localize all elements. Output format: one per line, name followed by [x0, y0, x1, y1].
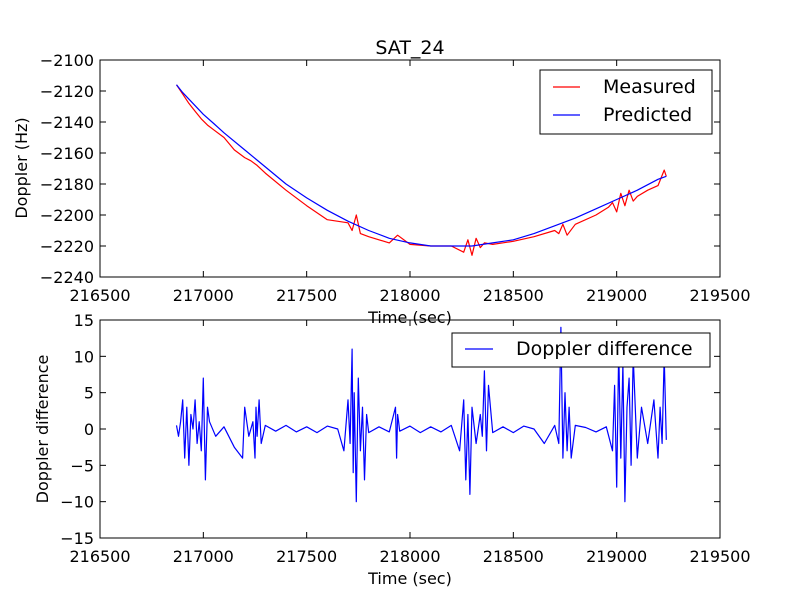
bottom-y-tick-label: 10 — [74, 347, 94, 366]
top-series-line-predicted — [176, 84, 667, 247]
top-y-tick-label: −2120 — [40, 82, 94, 101]
bottom-x-tick-label: 219500 — [689, 547, 750, 566]
top-y-tick-label: −2100 — [40, 51, 94, 70]
bottom-x-tick-label: 217500 — [276, 547, 337, 566]
doppler-difference-plot: 216500 217000 217500 218000 218500 219000 2195… — [33, 311, 751, 588]
bottom-y-tick-label: −10 — [60, 493, 94, 512]
top-y-tick-label: −2240 — [40, 268, 94, 287]
bottom-series-line-doppler-difference — [175, 326, 667, 503]
top-x-tick-label: 219000 — [586, 286, 647, 305]
bottom-y-tick-label: −15 — [60, 529, 94, 548]
bottom-legend: Doppler difference — [451, 332, 711, 368]
top-x-tick-label: 217500 — [276, 286, 337, 305]
top-x-tick-label: 217000 — [173, 286, 234, 305]
bottom-x-axis-label: Time (sec) — [367, 569, 452, 588]
bottom-y-tick-label: 5 — [84, 384, 94, 403]
bottom-x-tick-label: 218000 — [379, 547, 440, 566]
bottom-y-axis-ticks: 15 10 5 0 −5 −10 −15 — [60, 311, 720, 548]
top-y-axis-label: Doppler (Hz) — [12, 117, 31, 218]
bottom-x-tick-label: 217000 — [173, 547, 234, 566]
bottom-x-axis-ticks: 216500 217000 217500 218000 218500 219000 2195… — [69, 320, 751, 566]
top-x-axis-label: Time (sec) — [367, 308, 452, 327]
legend-label-difference: Doppler difference — [516, 338, 693, 360]
legend-label-predicted: Predicted — [603, 104, 692, 126]
top-y-tick-label: −2220 — [40, 237, 94, 256]
top-y-tick-label: −2200 — [40, 206, 94, 225]
top-x-tick-label: 218500 — [483, 286, 544, 305]
chart-title: SAT_24 — [375, 37, 444, 59]
top-series-line-measured — [176, 84, 667, 256]
top-x-tick-label: 216500 — [69, 286, 130, 305]
top-y-tick-label: −2140 — [40, 113, 94, 132]
top-y-tick-label: −2160 — [40, 144, 94, 163]
top-x-tick-label: 219500 — [689, 286, 750, 305]
bottom-y-tick-label: 0 — [84, 420, 94, 439]
doppler-plot: SAT_24 216500 217000 217500 218000 218500 219… — [12, 37, 751, 327]
bottom-legend-box — [451, 332, 711, 368]
bottom-x-tick-label: 219000 — [586, 547, 647, 566]
bottom-y-tick-label: 15 — [74, 311, 94, 330]
top-y-tick-label: −2180 — [40, 175, 94, 194]
top-legend-box — [539, 69, 713, 135]
bottom-y-tick-label: −5 — [70, 456, 94, 475]
legend-label-measured: Measured — [603, 76, 696, 98]
top-y-axis-ticks: −2100 −2120 −2140 −2160 −2180 −2200 −2220 −2240 — [40, 51, 720, 287]
bottom-x-tick-label: 216500 — [69, 547, 130, 566]
difference-series-group — [175, 326, 667, 503]
top-x-axis-ticks: 216500 217000 217500 218000 218500 219000 2195… — [69, 60, 751, 305]
doppler-series-group — [176, 84, 667, 256]
bottom-y-axis-label: Doppler difference — [33, 355, 52, 504]
top-x-tick-label: 218000 — [379, 286, 440, 305]
top-legend: Measured Predicted — [539, 69, 713, 135]
bottom-x-tick-label: 218500 — [483, 547, 544, 566]
